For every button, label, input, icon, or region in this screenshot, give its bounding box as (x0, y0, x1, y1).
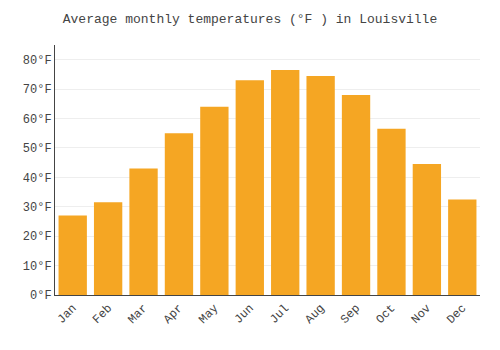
svg-text:30°F: 30°F (23, 201, 52, 215)
svg-text:70°F: 70°F (23, 83, 52, 97)
svg-text:50°F: 50°F (23, 142, 52, 156)
svg-text:0°F: 0°F (30, 289, 52, 303)
svg-text:Jan: Jan (55, 302, 80, 327)
svg-text:Sep: Sep (338, 302, 363, 327)
svg-text:40°F: 40°F (23, 172, 52, 186)
svg-text:Jul: Jul (267, 302, 292, 327)
svg-text:Average monthly temperatures (: Average monthly temperatures (°F ) in Lo… (63, 12, 437, 27)
svg-text:10°F: 10°F (23, 260, 52, 274)
svg-text:Mar: Mar (125, 302, 150, 327)
svg-text:60°F: 60°F (23, 113, 52, 127)
svg-text:May: May (196, 302, 221, 327)
svg-text:Oct: Oct (373, 302, 398, 327)
svg-text:Jun: Jun (232, 302, 257, 327)
svg-text:Nov: Nov (409, 302, 434, 327)
svg-text:Aug: Aug (303, 302, 328, 327)
svg-text:Apr: Apr (161, 302, 186, 327)
svg-text:80°F: 80°F (23, 54, 52, 68)
svg-text:Feb: Feb (90, 302, 115, 327)
svg-text:20°F: 20°F (23, 230, 52, 244)
svg-text:Dec: Dec (444, 302, 469, 327)
